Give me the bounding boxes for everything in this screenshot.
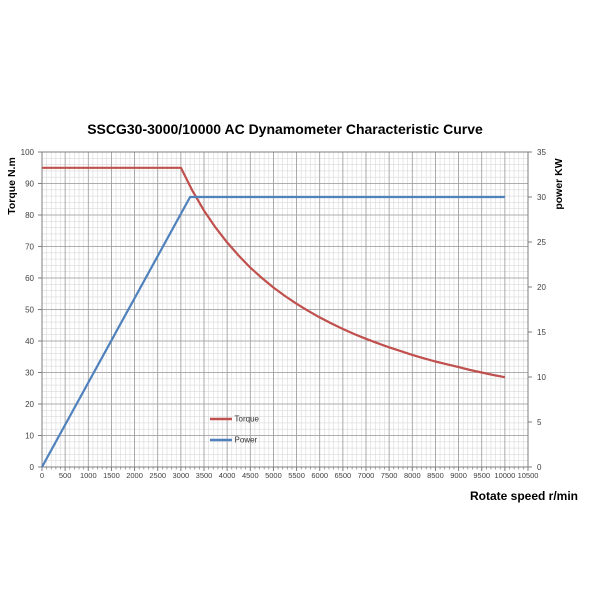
x-tick-label: 5500 — [288, 471, 305, 480]
axis-tick-marks — [38, 151, 532, 471]
x-tick-label: 4000 — [219, 471, 236, 480]
x-tick-label: 3000 — [173, 471, 190, 480]
y-left-axis-title: Torque N.m — [6, 157, 18, 215]
x-tick-label: 8500 — [427, 471, 444, 480]
y-left-tick-label: 0 — [30, 463, 35, 472]
y-right-tick-label: 20 — [537, 283, 546, 292]
y-left-tick-label: 10 — [25, 431, 34, 440]
x-tick-label: 9000 — [450, 471, 467, 480]
y-right-tick-label: 15 — [537, 328, 546, 337]
x-tick-label: 3500 — [196, 471, 213, 480]
y-left-tick-label: 30 — [25, 368, 34, 377]
x-tick-label: 2000 — [126, 471, 143, 480]
x-tick-label: 6500 — [335, 471, 352, 480]
y-right-tick-label: 5 — [537, 418, 542, 427]
legend: Torque Power — [210, 415, 260, 445]
legend-power-label: Power — [235, 436, 258, 445]
x-tick-label: 7500 — [381, 471, 398, 480]
x-tick-label: 6000 — [311, 471, 328, 480]
y-left-tick-label: 60 — [25, 274, 34, 283]
y-left-tick-label: 20 — [25, 400, 34, 409]
y-left-tick-label: 90 — [25, 179, 34, 188]
gridlines-major — [41, 151, 529, 468]
y-right-tick-label: 0 — [537, 463, 542, 472]
y-left-tick-label: 40 — [25, 337, 34, 346]
y-right-tick-label: 30 — [537, 193, 546, 202]
legend-torque-label: Torque — [235, 415, 260, 424]
x-tick-label: 500 — [59, 471, 72, 480]
x-tick-label: 1500 — [103, 471, 120, 480]
chart-title: SSCG30-3000/10000 AC Dynamometer Charact… — [87, 121, 483, 137]
y-left-tick-label: 70 — [25, 242, 34, 251]
x-tick-label: 10000 — [494, 471, 515, 480]
x-axis-title: Rotate speed r/min — [470, 489, 578, 503]
x-tick-label: 7000 — [358, 471, 375, 480]
x-tick-label: 9500 — [473, 471, 490, 480]
x-tick-label: 1000 — [80, 471, 97, 480]
chart-layers: 0 500 1000 1500 2000 2500 3000 3500 4000 4500 5000… — [21, 148, 547, 480]
series-lines — [41, 166, 506, 468]
axis-tick-labels: 0 500 1000 1500 2000 2500 3000 3500 4000 4500 5000… — [21, 148, 547, 480]
x-tick-label: 8000 — [404, 471, 421, 480]
y-right-tick-label: 25 — [537, 238, 546, 247]
y-right-tick-label: 35 — [537, 148, 546, 157]
x-tick-label: 5000 — [265, 471, 282, 480]
y-left-tick-label: 100 — [21, 148, 35, 157]
x-tick-label: 0 — [40, 471, 44, 480]
y-right-tick-label: 10 — [537, 373, 546, 382]
y-right-axis-title: power KW — [553, 158, 565, 209]
series-line-torque — [42, 166, 506, 379]
y-left-tick-label: 80 — [25, 211, 34, 220]
x-tick-label: 4500 — [242, 471, 259, 480]
y-left-tick-label: 50 — [25, 305, 34, 314]
x-tick-label: 10500 — [518, 471, 539, 480]
series-line-power — [41, 195, 505, 468]
x-tick-label: 2500 — [149, 471, 166, 480]
